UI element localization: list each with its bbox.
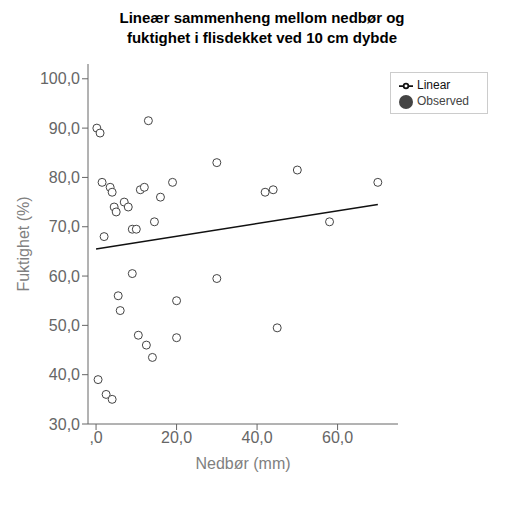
html-text:Lineær sammenheng mellom nedbø: Lineær sammenheng mellom nedbør og	[119, 9, 405, 26]
html-text:fuktighet i flisdekket ved 10: fuktighet i flisdekket ved 10 cm dybde	[127, 29, 397, 46]
svg-text:80,0: 80,0	[49, 169, 80, 186]
svg-text:60,0: 60,0	[49, 268, 80, 285]
svg-text:40,0: 40,0	[49, 366, 80, 383]
svg-text:,0: ,0	[89, 429, 102, 446]
svg-text:30,0: 30,0	[49, 416, 80, 433]
svg-text:20,0: 20,0	[161, 429, 192, 446]
svg-text:Fuktighet (%): Fuktighet (%)	[15, 196, 32, 291]
svg-text:90,0: 90,0	[49, 120, 80, 137]
svg-text:100,0: 100,0	[40, 70, 80, 87]
html-text:Linear: Linear	[417, 78, 451, 92]
svg-text:40,0: 40,0	[242, 429, 273, 446]
svg-text:70,0: 70,0	[49, 218, 80, 235]
svg-text:Nedbør (mm): Nedbør (mm)	[195, 455, 290, 472]
svg-text:60,0: 60,0	[322, 429, 353, 446]
svg-text:50,0: 50,0	[49, 317, 80, 334]
html-text:Observed: Observed	[417, 94, 469, 108]
